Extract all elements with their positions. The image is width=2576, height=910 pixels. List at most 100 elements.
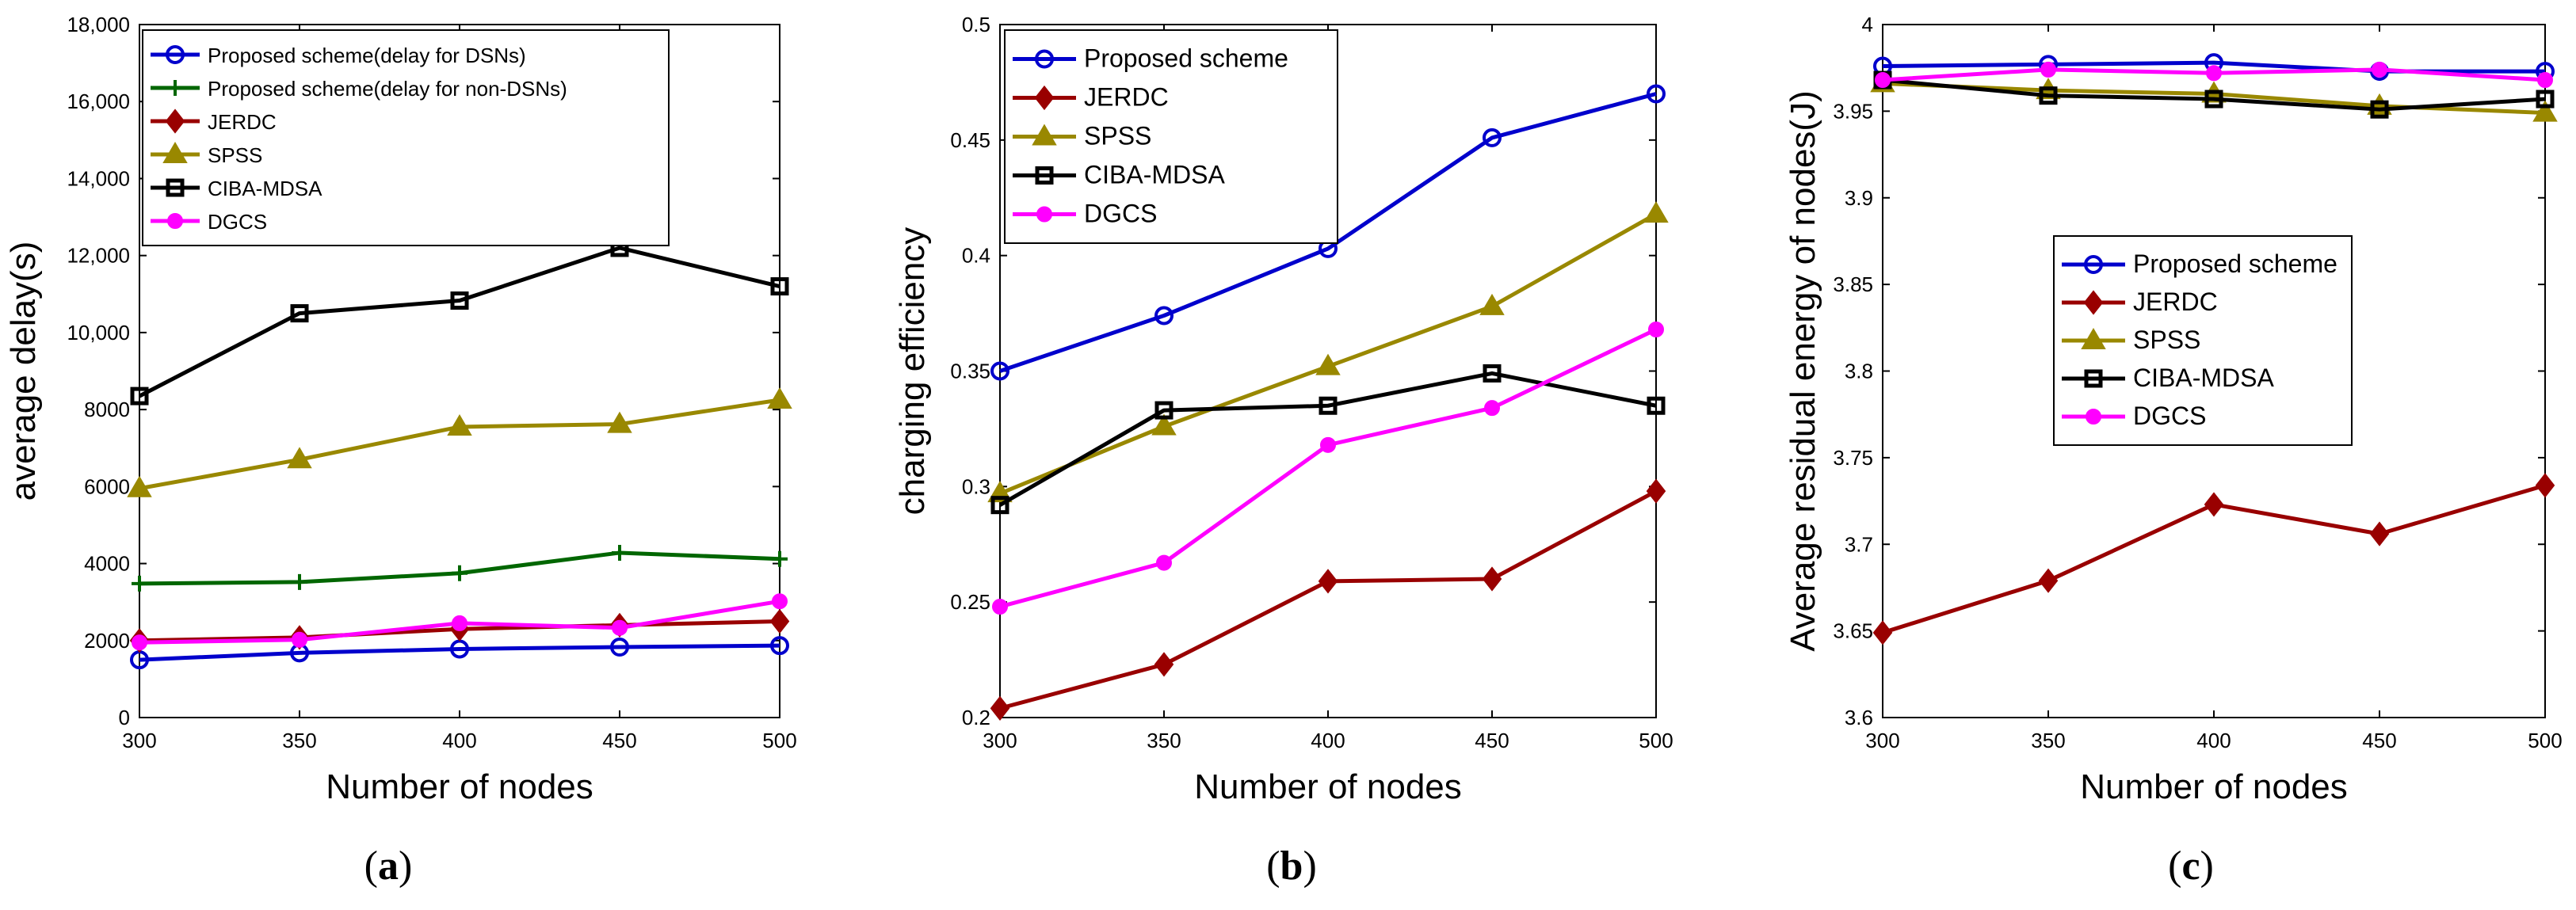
y-tick-label: 6000 (84, 474, 130, 498)
data-point (292, 631, 307, 648)
y-tick-label: 3.9 (1845, 186, 1873, 210)
data-point (2537, 72, 2553, 88)
series-line (139, 643, 780, 662)
legend-marker (2081, 328, 2106, 349)
y-tick-label: 14,000 (67, 166, 130, 190)
caption-letter: c (2181, 843, 2200, 889)
caption-letter: b (1280, 843, 1303, 889)
x-tick-label: 450 (1475, 729, 1509, 752)
data-point (1154, 652, 1174, 677)
legend-marker (165, 109, 185, 134)
data-point (2204, 89, 2223, 109)
data-point (1315, 353, 1341, 375)
y-tick-label: 0.4 (962, 244, 990, 268)
legend-label: DGCS (1084, 200, 1157, 228)
legend-marker (1035, 166, 1054, 185)
data-point (990, 361, 1009, 381)
x-tick-label: 300 (983, 729, 1017, 752)
x-tick-label: 450 (602, 729, 636, 752)
x-tick-label: 350 (1147, 729, 1181, 752)
x-tick-label: 450 (2362, 729, 2396, 752)
y-tick-label: 0.35 (950, 360, 990, 383)
legend-label: SPSS (1084, 122, 1151, 150)
y-tick-label: 16,000 (67, 89, 130, 113)
x-tick-label: 400 (2196, 729, 2231, 752)
x-tick-label: 500 (762, 729, 796, 752)
legend-marker (162, 142, 188, 163)
legend-label: DGCS (208, 210, 267, 234)
caption-open-paren: ( (364, 843, 378, 889)
x-tick-label: 400 (442, 729, 476, 752)
data-point (1154, 401, 1174, 420)
x-tick-label: 500 (1639, 729, 1673, 752)
series-dgcs (132, 593, 788, 651)
legend-marker (167, 213, 183, 229)
data-point (450, 291, 469, 310)
data-point (770, 636, 789, 656)
data-point (770, 277, 789, 296)
x-axis-label: Number of nodes (326, 767, 593, 806)
data-point (1318, 569, 1338, 594)
y-axis-label: charging efficiency (893, 227, 932, 516)
legend-label: JERDC (1084, 83, 1169, 112)
caption-close-paren: ) (1303, 843, 1316, 889)
legend-label: JERDC (208, 110, 277, 134)
data-point (287, 447, 312, 469)
series-line (1882, 78, 2546, 112)
legend-marker (166, 45, 185, 64)
data-point (769, 608, 790, 634)
data-point (2532, 100, 2558, 122)
data-point (772, 550, 788, 567)
y-tick-label: 3.75 (1833, 446, 1873, 470)
data-point (452, 565, 467, 581)
legend: Proposed scheme JERDC SPSS CIBA-MDSA DGCS (2053, 235, 2353, 446)
y-axis-label: Average residual energy of nodes(J) (1784, 90, 1822, 652)
caption-open-paren: ( (1266, 843, 1280, 889)
x-tick-label: 300 (1865, 729, 1899, 752)
series-spss (987, 201, 1669, 503)
y-tick-label: 3.65 (1833, 619, 1873, 643)
data-point (767, 386, 792, 409)
y-tick-label: 0.2 (962, 706, 990, 729)
series-proposed-scheme-delay-for-non-dsns- (132, 544, 788, 592)
data-point (1483, 364, 1502, 383)
data-point (452, 615, 467, 631)
data-point (612, 619, 628, 636)
legend-label: Proposed scheme(delay for non-DSNs) (208, 77, 567, 101)
data-point (132, 575, 147, 592)
data-point (1648, 322, 1664, 337)
series-dgcs (992, 322, 1664, 615)
data-point (1646, 478, 1666, 504)
data-point (2038, 568, 2059, 593)
data-point (992, 599, 1008, 615)
y-tick-label: 2000 (84, 629, 130, 653)
x-tick-label: 350 (2031, 729, 2065, 752)
x-axis-label: Number of nodes (2080, 767, 2348, 806)
data-point (1875, 72, 1891, 88)
y-tick-label: 3.8 (1845, 360, 1873, 383)
x-tick-label: 400 (1311, 729, 1345, 752)
data-point (1319, 396, 1338, 415)
legend-label: SPSS (2133, 326, 2200, 354)
data-point (772, 593, 788, 610)
data-point (2039, 86, 2058, 105)
y-tick-label: 4000 (84, 552, 130, 576)
chart-average-delay: 300 350 400 450 500 0 2000 4000 6000 8000 10,000 12… (4, 13, 797, 889)
data-point (1151, 413, 1177, 436)
subfigure-caption: (a) (364, 843, 413, 889)
data-point (127, 475, 152, 497)
data-point (607, 411, 632, 433)
data-point (130, 386, 149, 406)
y-tick-label: 10,000 (67, 321, 130, 345)
legend-label: CIBA-MDSA (1084, 161, 1225, 189)
data-point (447, 414, 472, 436)
y-tick-label: 3.85 (1833, 272, 1873, 296)
series-ciba-mdsa (990, 364, 1666, 515)
y-tick-label: 0.25 (950, 590, 990, 614)
caption-close-paren: ) (399, 843, 412, 889)
legend-marker (167, 80, 183, 96)
data-point (1647, 396, 1666, 415)
y-tick-label: 3.6 (1845, 706, 1873, 729)
x-axis-label: Number of nodes (1194, 767, 1462, 806)
